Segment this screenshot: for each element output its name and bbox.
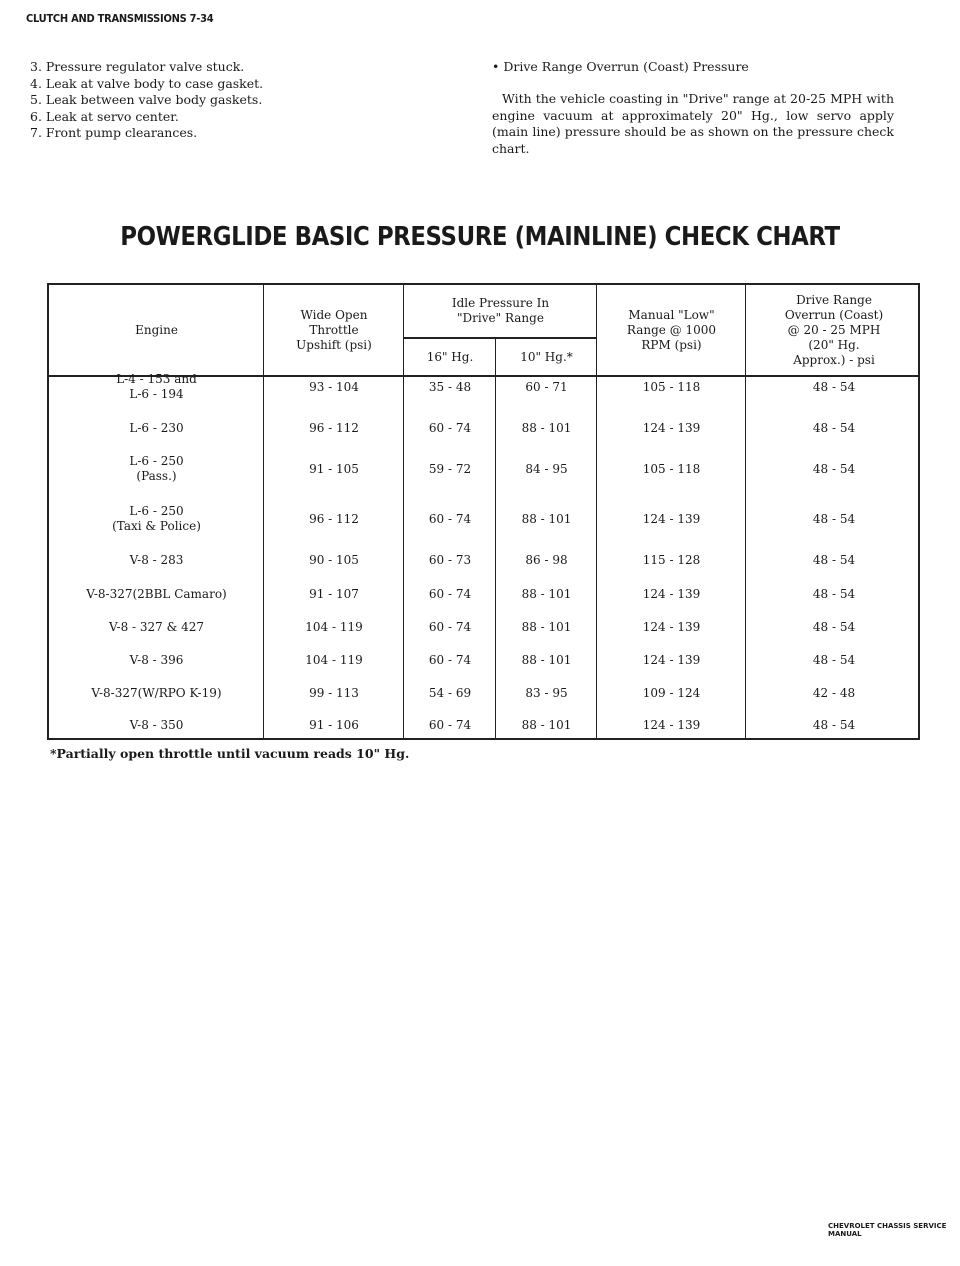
table-cell: L-6 - 230	[129, 420, 184, 435]
table-cell: 48 - 54	[812, 652, 856, 667]
footnote: *Partially open throttle until vacuum re…	[50, 746, 410, 761]
header-divider	[49, 375, 918, 377]
table-cell: 48 - 54	[812, 586, 856, 601]
table-cell: 35 - 48	[428, 379, 472, 394]
list-item: 7. Front pump clearances.	[30, 125, 198, 140]
table-cell: 48 - 54	[812, 379, 856, 394]
table-cell: 84 - 95	[525, 461, 568, 476]
table-cell: L-6 - 250 (Pass.)	[129, 454, 184, 483]
list-item: 3. Pressure regulator valve stuck.	[30, 59, 245, 74]
section-heading: • Drive Range Overrun (Coast) Pressure	[492, 59, 749, 74]
table-cell: 60 - 74	[428, 619, 472, 634]
table-cell: 105 - 118	[642, 461, 701, 476]
table-cell: 83 - 95	[525, 685, 568, 700]
table-cell: 93 - 104	[309, 379, 359, 394]
publisher-brand: CHEVROLET CHASSIS SERVICE MANUAL	[828, 1222, 947, 1238]
pressure-check-table: Engine Wide Open Throttle Upshift (psi) Id…	[47, 283, 920, 740]
table-cell: 104 - 119	[305, 619, 363, 634]
table-cell: 124 - 139	[642, 511, 701, 526]
table-cell: 90 - 105	[309, 552, 359, 567]
column-divider	[263, 285, 264, 738]
subheader-divider	[404, 337, 597, 339]
table-cell: 88 - 101	[521, 420, 572, 435]
table-cell: 105 - 118	[642, 379, 701, 394]
table-cell: 109 - 124	[642, 685, 701, 700]
table-cell: V-8-327(2BBL Camaro)	[86, 586, 227, 601]
header-idle-10: 10" Hg.*	[520, 349, 573, 364]
table-cell: 124 - 139	[642, 619, 701, 634]
table-cell: 48 - 54	[812, 619, 856, 634]
header-wot: Wide Open Throttle Upshift (psi)	[296, 307, 372, 352]
table-cell: 60 - 71	[525, 379, 568, 394]
table-cell: 99 - 113	[309, 685, 359, 700]
table-cell: 91 - 107	[309, 586, 359, 601]
table-cell: 48 - 54	[812, 717, 856, 732]
table-cell: 91 - 105	[309, 461, 359, 476]
causes-list: 3. Pressure regulator valve stuck. 4. Le…	[30, 59, 263, 142]
table-cell: V-8 - 350	[129, 717, 184, 732]
header-idle: Idle Pressure In "Drive" Range	[451, 296, 550, 325]
table-cell: 48 - 54	[812, 511, 856, 526]
table-cell: 60 - 74	[428, 420, 472, 435]
table-cell: L-6 - 250 (Taxi & Police)	[112, 504, 201, 533]
page-header: CLUTCH AND TRANSMISSIONS 7-34	[26, 12, 214, 25]
table-cell: 60 - 74	[428, 586, 472, 601]
table-cell: 88 - 101	[521, 652, 572, 667]
table-cell: 124 - 139	[642, 420, 701, 435]
header-manual: Manual "Low" Range @ 1000 RPM (psi)	[626, 307, 717, 352]
list-item: 4. Leak at valve body to case gasket.	[30, 75, 264, 91]
table-cell: 60 - 74	[428, 717, 472, 732]
table-cell: 88 - 101	[521, 619, 572, 634]
table-cell: 96 - 112	[309, 511, 359, 526]
table-cell: 96 - 112	[309, 420, 359, 435]
column-divider	[596, 285, 597, 738]
table-cell: V-8 - 396	[129, 652, 184, 667]
list-item: 5. Leak between valve body gaskets.	[30, 92, 263, 107]
header-overrun: Drive Range Overrun (Coast) @ 20 - 25 MP…	[784, 292, 884, 367]
table-cell: 104 - 119	[305, 652, 363, 667]
table-cell: 91 - 106	[309, 717, 359, 732]
table-cell: 115 - 128	[642, 552, 701, 567]
table-cell: V-8-327(W/RPO K-19)	[91, 685, 222, 700]
table-cell: 88 - 101	[521, 511, 572, 526]
table-cell: 54 - 69	[428, 685, 472, 700]
table-cell: 86 - 98	[525, 552, 568, 567]
table-cell: 48 - 54	[812, 420, 856, 435]
table-cell: 48 - 54	[812, 461, 856, 476]
table-cell: L-4 - 153 and L-6 - 194	[116, 372, 197, 401]
list-item: 6. Leak at servo center.	[30, 108, 179, 124]
column-divider	[403, 285, 404, 738]
table-cell: 60 - 74	[428, 652, 472, 667]
column-divider	[745, 285, 746, 738]
table-cell: 88 - 101	[521, 717, 572, 732]
header-engine: Engine	[135, 322, 178, 337]
chart-title: POWERGLIDE BASIC PRESSURE (MAINLINE) CHE…	[120, 222, 840, 252]
table-cell: 48 - 54	[812, 552, 856, 567]
table-cell: 124 - 139	[642, 717, 701, 732]
table-cell: 42 - 48	[812, 685, 856, 700]
section-body: With the vehicle coasting in "Drive" ran…	[492, 91, 894, 156]
table-cell: 124 - 139	[642, 652, 701, 667]
table-cell: V-8 - 327 & 427	[108, 619, 205, 634]
column-divider	[495, 339, 496, 738]
table-cell: V-8 - 283	[129, 552, 184, 567]
table-cell: 60 - 74	[428, 511, 472, 526]
table-cell: 88 - 101	[521, 586, 572, 601]
header-idle-16: 16" Hg.	[426, 349, 474, 364]
table-cell: 59 - 72	[428, 461, 472, 476]
table-cell: 60 - 73	[428, 552, 472, 567]
table-cell: 124 - 139	[642, 586, 701, 601]
